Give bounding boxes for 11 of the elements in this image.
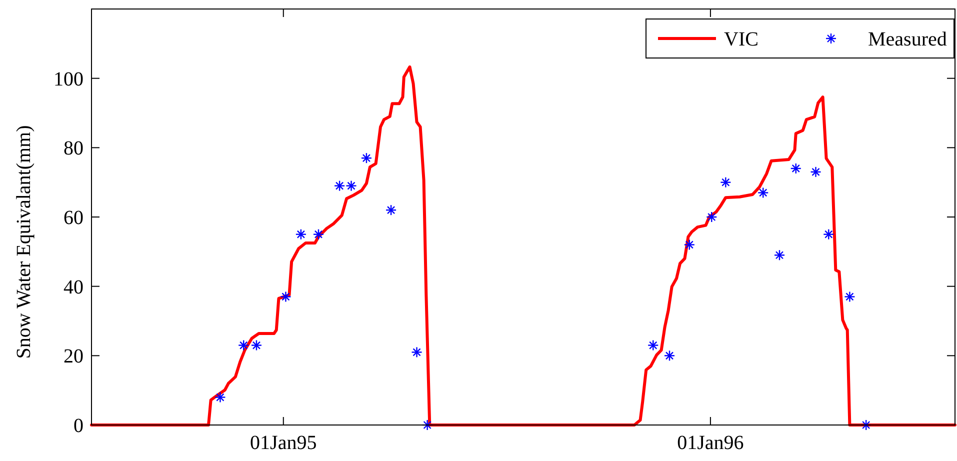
y-tick-label: 100 [54, 68, 84, 90]
y-tick-label: 60 [64, 207, 84, 229]
y-tick-label: 0 [74, 415, 84, 437]
y-tick-label: 40 [64, 276, 84, 298]
x-tick-label: 01Jan95 [250, 432, 317, 454]
y-tick-label: 80 [64, 138, 84, 160]
y-axis-title: Snow Water Equivalant(mm) [13, 125, 35, 359]
legend-label: VIC [724, 28, 758, 50]
legend-label: Measured [868, 28, 947, 50]
x-tick-label: 01Jan96 [677, 432, 744, 454]
y-tick-label: 20 [64, 346, 84, 368]
